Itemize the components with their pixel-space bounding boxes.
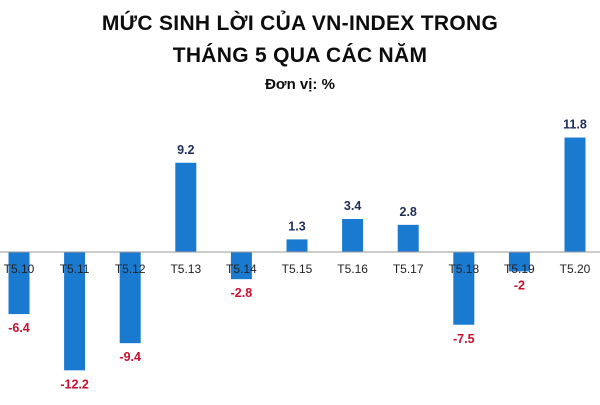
- value-label-T5.18: -7.5: [453, 332, 475, 346]
- category-label-T5.16: T5.16: [337, 262, 368, 276]
- bar-T5.16: [342, 219, 364, 252]
- category-label-T5.19: T5.19: [504, 262, 535, 276]
- chart-subtitle: Đơn vị: %: [265, 76, 335, 93]
- category-label-T5.13: T5.13: [170, 262, 201, 276]
- value-label-T5.19: -2: [514, 278, 525, 292]
- bar-T5.19: [508, 252, 530, 272]
- bar-T5.15: [286, 239, 308, 252]
- category-label-T5.11: T5.11: [60, 262, 90, 276]
- value-label-T5.10: -6.4: [8, 321, 30, 335]
- bar-T5.11: [64, 252, 86, 371]
- category-label-T5.14: T5.14: [226, 262, 257, 276]
- value-label-T5.17: 2.8: [400, 205, 417, 219]
- category-label-T5.10: T5.10: [4, 262, 35, 276]
- value-label-T5.15: 1.3: [288, 219, 305, 233]
- category-label-T5.18: T5.18: [448, 262, 479, 276]
- bar-T5.14: [230, 252, 252, 280]
- value-label-T5.12: -9.4: [119, 350, 141, 364]
- value-label-T5.13: 9.2: [177, 143, 194, 157]
- category-label-T5.15: T5.15: [282, 262, 313, 276]
- category-label-T5.17: T5.17: [393, 262, 424, 276]
- bar-T5.10: [8, 252, 30, 315]
- value-label-T5.20: 11.8: [563, 118, 587, 132]
- value-label-T5.11: -12.2: [60, 377, 89, 391]
- bar-T5.17: [397, 224, 419, 252]
- category-label-T5.20: T5.20: [560, 262, 591, 276]
- value-label-T5.14: -2.8: [231, 286, 253, 300]
- bar-T5.20: [564, 137, 586, 252]
- bar-T5.13: [175, 162, 197, 252]
- category-label-T5.12: T5.12: [115, 262, 146, 276]
- chart-title-line-2: THÁNG 5 QUA CÁC NĂM: [172, 44, 428, 67]
- chart-title-line-1: MỨC SINH LỜI CỦA VN-INDEX TRONG: [101, 12, 499, 35]
- bar-T5.18: [453, 252, 475, 325]
- value-label-T5.16: 3.4: [344, 199, 361, 213]
- bar-T5.12: [119, 252, 141, 344]
